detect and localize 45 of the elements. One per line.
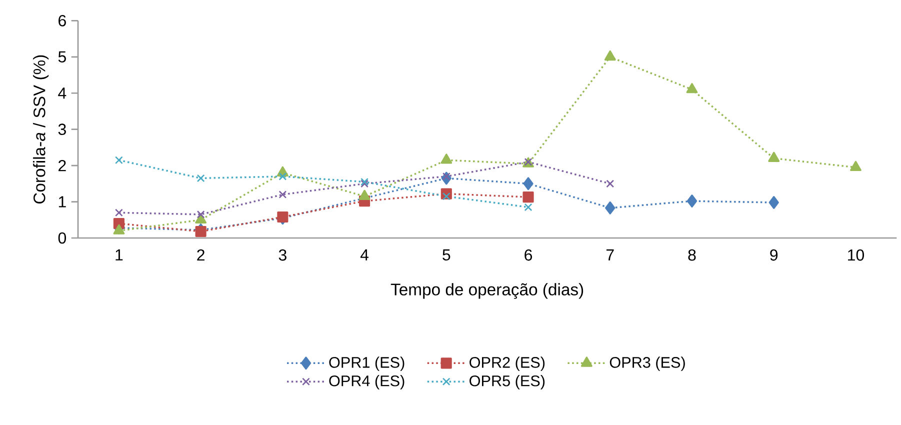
point (114, 208, 123, 217)
x-tick-label: 3 (278, 249, 286, 261)
y-tick-label: 5 (58, 51, 66, 62)
point (196, 174, 205, 182)
point (524, 203, 532, 212)
y-tick-label: 1 (58, 196, 66, 208)
legend-label: OPR3 (ES) (610, 356, 685, 371)
point (442, 192, 450, 200)
legend-label: OPR5 (ES) (470, 375, 545, 390)
x-tick-label: 7 (606, 249, 614, 260)
legend-label: OPR1 (ES) (329, 356, 404, 371)
y-axis-title: Corofila-a / SSV (%) (33, 55, 49, 204)
x-axis-title: Tempo de operação (dias) (390, 283, 584, 299)
point (605, 201, 616, 214)
point (196, 210, 205, 218)
point (768, 152, 780, 162)
point (606, 180, 614, 188)
x-tick-label: 9 (770, 249, 778, 261)
y-tick-label: 4 (58, 88, 66, 99)
point (278, 172, 287, 180)
point (442, 172, 450, 180)
x-tick-label: 10 (848, 249, 864, 261)
point (278, 190, 287, 198)
point (604, 50, 616, 61)
legend-label: OPR4 (ES) (329, 375, 404, 390)
point (358, 190, 370, 200)
point (686, 83, 698, 94)
point (522, 192, 534, 203)
x-tick-label: 2 (197, 249, 204, 261)
x-tick-label: 1 (116, 249, 123, 260)
point (440, 154, 452, 164)
point (114, 156, 123, 164)
x-tick-label: 5 (442, 249, 450, 261)
x-tick-label: 8 (688, 249, 696, 261)
y-tick-label: 6 (58, 15, 66, 26)
x-tick-label: 6 (524, 249, 532, 261)
point (686, 194, 698, 208)
y-tick-label: 0 (58, 232, 66, 244)
y-tick-label: 2 (58, 160, 66, 172)
point (768, 196, 779, 209)
x-tick-label: 4 (360, 249, 369, 260)
y-tick-label: 3 (58, 124, 66, 135)
point (850, 160, 862, 172)
legend-label: OPR2 (ES) (470, 356, 545, 371)
point (523, 177, 534, 190)
